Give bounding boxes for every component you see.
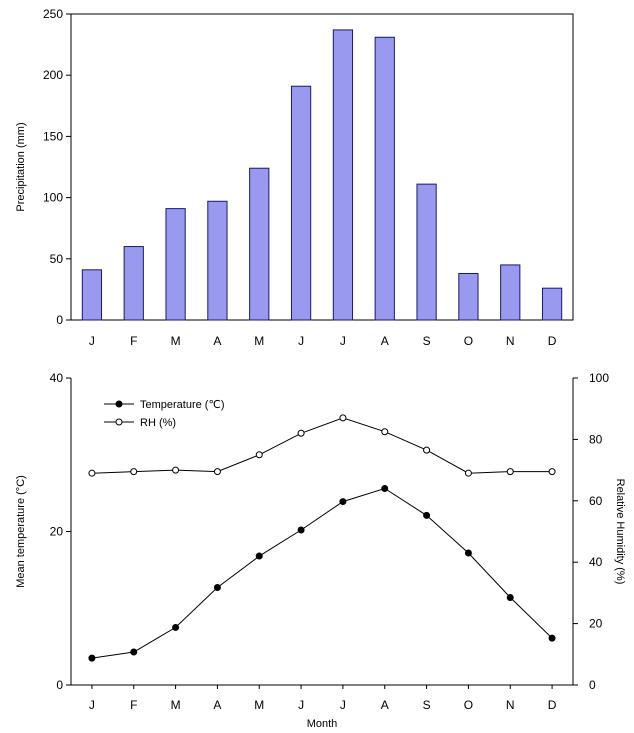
rh-point [213, 468, 221, 476]
x-tick-label: M [254, 334, 264, 348]
x-tick-label: N [506, 334, 515, 348]
temperature-point [255, 552, 263, 560]
x-tick-label: S [423, 334, 431, 348]
rh-point [255, 451, 263, 459]
x-axis-title: Month [307, 718, 338, 730]
bar [207, 200, 228, 321]
y-tick-label: 250 [43, 7, 63, 21]
rh-point [381, 428, 389, 436]
x-tick-label: J [298, 334, 304, 348]
bar [500, 264, 521, 321]
x-tick-label: J [298, 698, 304, 712]
bar [458, 272, 479, 321]
x-tick-label: M [254, 698, 264, 712]
y-left-tick-label: 40 [50, 371, 64, 385]
precipitation-bar-chart: 0 50 100 150 200 250 J F M A M J J A S O N D Precipitation… [15, 7, 574, 348]
bar [416, 183, 437, 321]
rh-point [506, 468, 514, 476]
y-right-tick-label: 40 [589, 555, 603, 569]
rh-point [339, 414, 347, 422]
x-tick-label: A [213, 698, 221, 712]
x-tick-label: A [381, 334, 389, 348]
bar [249, 167, 270, 321]
rh-point [172, 466, 180, 474]
y-tick-label: 0 [56, 313, 63, 327]
bar [165, 208, 186, 321]
legend-label: Temperature (℃) [140, 399, 225, 411]
bar [123, 246, 144, 321]
x-tick-label: M [171, 334, 181, 348]
temperature-point [548, 634, 556, 642]
legend: Temperature (℃) RH (%) [104, 399, 225, 429]
rh-point [130, 468, 138, 476]
x-tick-label: M [171, 698, 181, 712]
x-tick-label: O [464, 334, 473, 348]
x-tick-label: S [423, 698, 431, 712]
plot-frame [70, 13, 574, 321]
x-tick-label: J [340, 698, 346, 712]
y-right-tick-label: 80 [589, 432, 603, 446]
bar [541, 287, 563, 321]
temperature-humidity-line-chart: 0 20 40 0 20 40 60 80 100 J F M A M J J A S O N D Temperature… [15, 371, 626, 730]
bar [290, 85, 312, 321]
temperature-point [213, 584, 221, 592]
x-tick-label: J [89, 698, 95, 712]
x-tick-label: A [213, 334, 221, 348]
x-tick-label: F [130, 334, 137, 348]
x-tick-label: A [381, 698, 389, 712]
temperature-point [297, 526, 305, 534]
y-tick-label: 50 [50, 252, 64, 266]
x-tick-label: D [548, 334, 557, 348]
rh-point [297, 429, 305, 437]
rh-point [548, 468, 556, 476]
y-tick-label: 150 [43, 129, 63, 143]
y-right-tick-label: 20 [589, 617, 603, 631]
bar [332, 29, 354, 321]
rh-point [88, 469, 96, 477]
y-left-tick-label: 0 [56, 678, 63, 692]
temperature-point [172, 623, 180, 631]
temperature-line [91, 487, 553, 659]
rh-point [423, 446, 431, 454]
y-right-tick-label: 60 [589, 494, 603, 508]
rh-line [91, 417, 553, 474]
temperature-point [88, 654, 96, 662]
x-tick-label: F [130, 698, 137, 712]
legend-marker [115, 418, 123, 426]
x-tick-label: D [548, 698, 557, 712]
temperature-point [381, 485, 389, 493]
temperature-point [339, 498, 347, 506]
y-tick-label: 100 [43, 191, 63, 205]
bar [81, 269, 103, 321]
x-tick-label: J [89, 334, 95, 348]
y-left-axis-title: Mean temperature (°C) [15, 475, 27, 588]
y-axis-title: Precipitation (mm) [15, 122, 27, 211]
legend-label: RH (%) [140, 417, 176, 429]
temperature-point [506, 594, 514, 602]
y-left-tick-label: 20 [50, 525, 64, 539]
y-right-tick-label: 100 [589, 371, 609, 385]
bar [374, 36, 395, 321]
y-tick-label: 200 [43, 68, 63, 82]
y-right-axis-title: Relative Humidity (%) [614, 479, 626, 585]
x-tick-label: N [506, 698, 515, 712]
temperature-point [130, 648, 138, 656]
temperature-point [423, 511, 431, 519]
y-right-tick-label: 0 [589, 678, 596, 692]
x-tick-label: O [464, 698, 473, 712]
rh-point [464, 469, 472, 477]
x-tick-label: J [340, 334, 346, 348]
legend-marker [115, 400, 123, 408]
temperature-point [464, 549, 472, 557]
